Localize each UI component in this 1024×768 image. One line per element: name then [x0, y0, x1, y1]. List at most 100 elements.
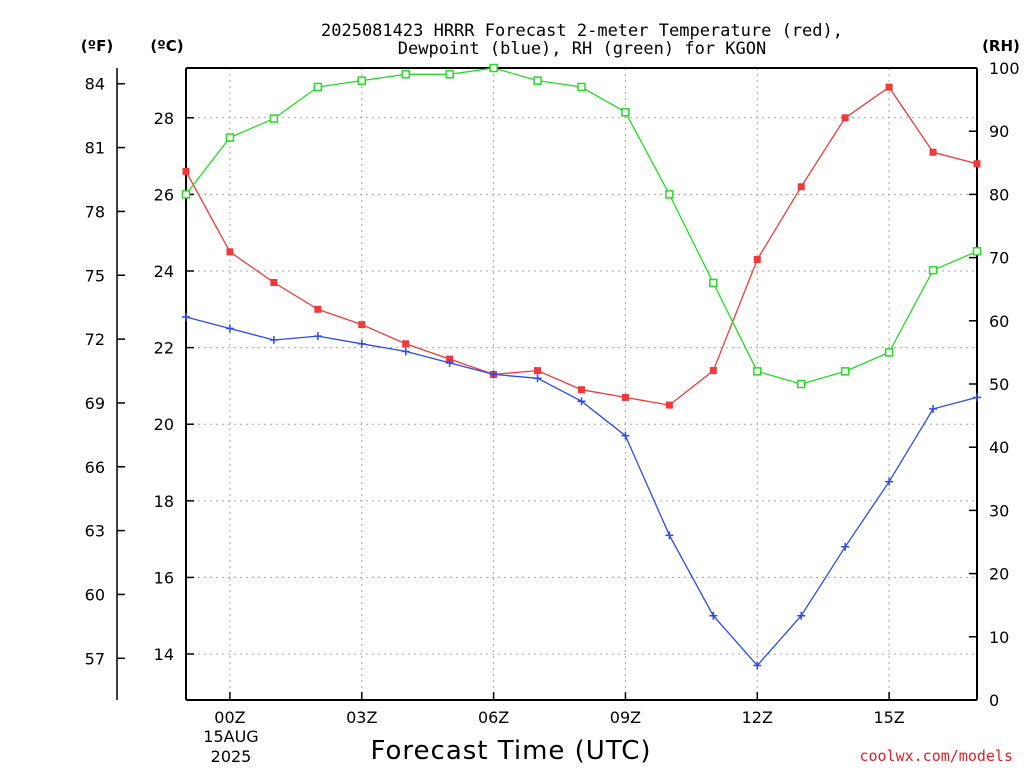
- point-rh: [840, 367, 850, 376]
- y-tick-label-rh: 20: [989, 565, 1009, 584]
- series-line-dewpoint: [185, 316, 978, 667]
- y-tick-label-rh: 50: [989, 375, 1009, 394]
- y-tick-label-c: 18: [154, 492, 174, 511]
- point-dewpoint: [797, 611, 806, 620]
- y-tick-label-rh: 80: [989, 185, 1009, 204]
- point-rh: [577, 82, 586, 92]
- point-rh: [225, 133, 235, 142]
- point-temperature: [314, 305, 322, 313]
- y-tick-label-rh: 30: [989, 501, 1009, 520]
- point-temperature: [973, 160, 981, 168]
- point-temperature: [226, 248, 234, 256]
- y-tick-label-rh: 40: [989, 438, 1009, 457]
- x-tick-label: 03Z: [346, 708, 377, 727]
- credit-text: coolwx.com/models: [859, 747, 1013, 765]
- point-temperature: [270, 278, 278, 286]
- grid: [186, 68, 977, 700]
- y-tick-label-c: 22: [154, 339, 174, 358]
- point-temperature: [841, 114, 849, 122]
- y-tick-label-f: 66: [85, 458, 105, 477]
- y-tick-label-rh: 10: [989, 628, 1009, 647]
- point-dewpoint: [401, 347, 410, 356]
- y-tick-label-f: 69: [85, 394, 105, 413]
- x-axis-label: Forecast Time (UTC): [370, 736, 651, 766]
- unit-label-rh: (RH): [982, 37, 1020, 55]
- point-temperature: [753, 256, 761, 264]
- point-rh: [313, 82, 323, 92]
- y-tick-label-rh: 100: [989, 59, 1020, 78]
- point-rh: [665, 190, 674, 199]
- point-rh: [401, 70, 410, 79]
- x-tick-label: 12Z: [742, 708, 773, 727]
- point-dewpoint: [489, 370, 498, 379]
- point-dewpoint: [357, 339, 366, 348]
- y-tick-label-rh: 0: [989, 691, 999, 710]
- point-dewpoint: [313, 332, 322, 341]
- point-rh: [621, 107, 630, 117]
- point-temperature: [402, 340, 410, 348]
- x-date-year-label: 2025: [211, 747, 252, 766]
- point-dewpoint: [753, 661, 762, 670]
- point-rh: [796, 379, 806, 389]
- y-tick-label-rh: 90: [989, 122, 1009, 141]
- point-dewpoint: [709, 611, 718, 620]
- unit-label-celsius: (ºC): [150, 37, 183, 55]
- point-temperature: [665, 401, 673, 409]
- point-dewpoint: [269, 335, 278, 344]
- point-rh: [753, 367, 762, 376]
- y-tick-label-c: 16: [154, 568, 174, 587]
- point-temperature: [182, 167, 190, 175]
- series-line-rh: [185, 67, 978, 385]
- y-tick-label-f: 60: [85, 585, 105, 604]
- point-rh: [357, 76, 367, 85]
- y-tick-label-c: 26: [154, 185, 174, 204]
- point-rh: [445, 70, 454, 79]
- point-temperature: [621, 393, 629, 401]
- point-temperature: [578, 386, 585, 394]
- axes: 14 16 18 20 22 24 26 28 57 60 63 66 69 72 75 78 81 84 0 10 2…: [85, 59, 1020, 727]
- point-dewpoint: [885, 477, 894, 486]
- point-dewpoint: [621, 431, 630, 440]
- y-tick-label-f: 63: [85, 522, 105, 541]
- y-tick-label-f: 84: [85, 75, 105, 94]
- series-lines: [181, 63, 982, 670]
- y-tick-label-f: 75: [85, 266, 105, 285]
- x-tick-label: 06Z: [478, 708, 509, 727]
- y-tick-label-f: 72: [85, 330, 105, 349]
- point-temperature: [709, 367, 717, 375]
- y-tick-label-f: 78: [85, 202, 105, 221]
- x-date-day-label: 15AUG: [203, 727, 258, 746]
- point-rh: [884, 348, 894, 357]
- y-tick-label-c: 14: [154, 645, 174, 664]
- point-dewpoint: [665, 531, 674, 540]
- unit-label-fahrenheit: (ºF): [81, 37, 113, 55]
- x-tick-label: 00Z: [214, 708, 245, 727]
- chart-title-line1: 2025081423 HRRR Forecast 2-meter Tempera…: [321, 21, 843, 41]
- point-dewpoint: [445, 358, 454, 367]
- point-dewpoint: [182, 312, 190, 321]
- y-tick-label-f: 57: [85, 649, 105, 668]
- point-rh: [928, 265, 938, 275]
- y-tick-label-rh: 70: [989, 249, 1009, 268]
- y-tick-label-c: 28: [154, 109, 174, 128]
- point-temperature: [929, 148, 937, 156]
- y-tick-label-f: 81: [85, 139, 105, 158]
- series-line-temperature: [185, 86, 978, 406]
- point-rh: [489, 63, 498, 73]
- point-rh: [533, 76, 542, 85]
- y-tick-label-c: 20: [154, 415, 174, 434]
- point-dewpoint: [533, 374, 542, 383]
- x-tick-label: 15Z: [873, 708, 904, 727]
- point-dewpoint: [841, 542, 850, 551]
- y-tick-label-rh: 60: [989, 312, 1009, 331]
- point-dewpoint: [973, 393, 981, 402]
- point-temperature: [534, 367, 542, 375]
- point-rh: [181, 190, 191, 199]
- point-rh: [269, 114, 279, 123]
- point-rh: [709, 278, 718, 288]
- point-temperature: [358, 321, 366, 329]
- point-temperature: [885, 83, 893, 91]
- point-rh: [972, 247, 982, 256]
- point-dewpoint: [577, 397, 586, 406]
